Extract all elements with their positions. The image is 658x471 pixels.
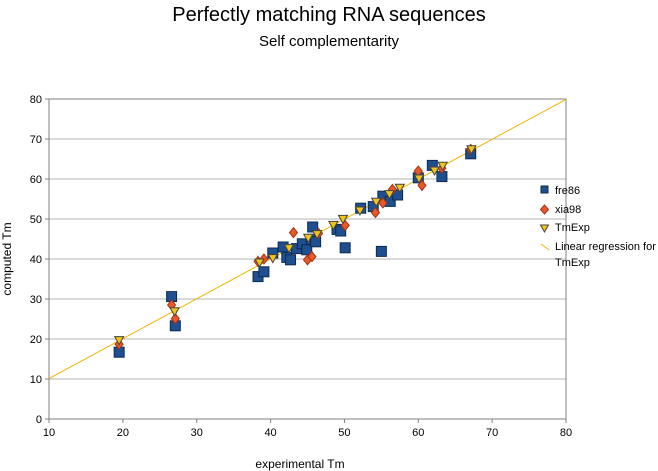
fre86-point: [375, 245, 387, 257]
data-marks: [113, 143, 477, 358]
x-tick-label: 80: [560, 427, 572, 439]
chart-subtitle: Self complementarity: [258, 33, 400, 50]
y-tick-label: 30: [30, 294, 42, 306]
fre86-point: [285, 254, 297, 266]
y-tick-label: 20: [30, 334, 42, 346]
chart-title: Perfectly matching RNA sequences: [172, 4, 486, 26]
x-tick-label: 50: [338, 427, 350, 439]
tmexp-point: [413, 174, 425, 185]
xia98-point: [417, 179, 427, 192]
legend-diamond-marker: [539, 204, 550, 215]
tmexp-point: [354, 206, 366, 217]
x-axis-label: experimental Tm: [255, 457, 344, 471]
legend-label-regression-line1: Linear regression for: [555, 241, 656, 253]
y-tick-label: 70: [30, 134, 42, 146]
legend: fre86 xia98 TmExp Linear regression for …: [539, 185, 656, 269]
legend-item-xia98: xia98: [539, 204, 581, 216]
xia98-point: [378, 197, 388, 209]
legend-label-regression-line2: TmExp: [555, 257, 590, 269]
x-tick-label: 30: [191, 427, 203, 439]
tmexp-point: [113, 336, 125, 346]
tmexp-point: [169, 307, 180, 317]
tmexp-point: [337, 214, 349, 225]
tmexp-point: [327, 220, 339, 231]
tmexp-point: [254, 258, 265, 269]
tmexp-point: [384, 190, 395, 200]
y-tick-label: 10: [30, 374, 42, 386]
tmexp-point: [394, 183, 406, 194]
x-tick-label: 10: [43, 427, 55, 439]
tmexp-point: [437, 161, 449, 172]
y-tick-label: 40: [30, 254, 42, 266]
xia98-point: [307, 250, 317, 263]
fre86-point: [392, 189, 404, 201]
xia98-point: [170, 312, 180, 325]
x-tick-label: 70: [486, 427, 498, 439]
fre86-point: [307, 221, 319, 233]
legend-line-marker: [540, 243, 550, 251]
y-tick-label: 0: [36, 414, 42, 426]
tmexp-point: [370, 197, 382, 208]
legend-label-xia98: xia98: [555, 204, 581, 216]
legend-label-tmexp: TmExp: [555, 222, 590, 234]
y-tick-label: 60: [30, 174, 42, 186]
tmexp-point: [302, 233, 314, 244]
legend-triangle-marker: [539, 224, 550, 234]
tmexp-point: [466, 145, 477, 155]
tmexp-point: [429, 166, 440, 177]
y-tick-label: 50: [30, 214, 42, 226]
legend-item-regression: Linear regression for TmExp: [540, 241, 656, 269]
fre86-point: [258, 266, 270, 278]
y-axis-label: computed Tm: [0, 222, 14, 295]
legend-label-fre86: fre86: [555, 185, 580, 197]
legend-item-fre86: fre86: [540, 185, 580, 197]
tmexp-point: [267, 254, 279, 264]
x-tick-label: 40: [264, 427, 276, 439]
legend-square-marker: [540, 185, 549, 194]
fre86-point: [339, 242, 351, 254]
y-tick-label: 80: [30, 94, 42, 106]
tmexp-point: [283, 244, 295, 254]
xia98-point: [370, 206, 381, 219]
x-tick-label: 20: [117, 427, 129, 439]
xia98-point: [288, 226, 299, 239]
fre86-point: [335, 225, 347, 237]
x-tick-label: 60: [412, 427, 424, 439]
tmexp-point: [311, 230, 323, 240]
legend-item-tmexp: TmExp: [539, 222, 590, 234]
